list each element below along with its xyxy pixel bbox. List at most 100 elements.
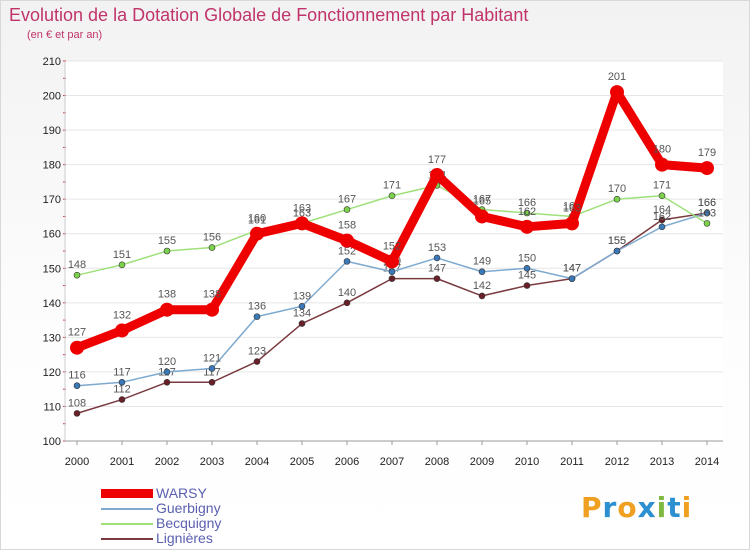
data-label: 155 <box>158 235 176 247</box>
data-label: 158 <box>338 220 356 232</box>
data-point <box>523 264 531 272</box>
proxiti-logo: Proxiti <box>581 491 692 524</box>
data-point <box>565 216 579 231</box>
data-label: 112 <box>113 384 131 396</box>
data-label: 162 <box>518 206 536 218</box>
data-label: 201 <box>608 71 626 83</box>
data-label: 147 <box>563 263 581 275</box>
data-point <box>658 192 666 200</box>
data-label: 147 <box>563 263 581 275</box>
data-point <box>253 358 261 365</box>
data-label: 123 <box>248 346 266 358</box>
data-point <box>658 223 666 231</box>
x-tick-label: 2001 <box>110 456 134 468</box>
data-label: 120 <box>158 356 176 368</box>
data-label: 171 <box>653 180 671 192</box>
data-point <box>343 299 351 307</box>
data-label: 180 <box>653 144 671 156</box>
data-point <box>298 302 306 310</box>
x-tick-label: 2013 <box>650 456 674 468</box>
data-point <box>118 378 126 386</box>
data-label: 165 <box>473 195 491 207</box>
x-tick-label: 2006 <box>335 456 359 468</box>
data-point <box>523 209 531 217</box>
data-point <box>610 85 624 100</box>
x-tick-label: 2008 <box>425 456 449 468</box>
data-label: 177 <box>428 154 446 166</box>
x-tick-label: 2002 <box>155 456 179 468</box>
data-point <box>520 219 534 234</box>
data-point <box>163 247 171 255</box>
y-tick-label: 200 <box>43 91 61 103</box>
y-tick-label: 190 <box>43 125 61 137</box>
y-tick-label: 140 <box>43 298 61 310</box>
logo-letter: i <box>681 491 693 524</box>
data-point <box>208 244 216 251</box>
y-tick-label: 160 <box>43 229 61 241</box>
data-label: 160 <box>248 213 266 225</box>
data-point <box>478 292 486 300</box>
data-point <box>433 254 441 262</box>
data-label: 108 <box>68 397 86 409</box>
data-point <box>613 195 621 203</box>
legend-label-guerbigny: Guerbigny <box>156 500 221 516</box>
data-label: 162 <box>653 211 671 223</box>
legend-label-lignieres: Lignières <box>156 530 213 546</box>
data-label: 132 <box>113 309 131 321</box>
chart-title: Evolution de la Dotation Globale de Fonc… <box>9 5 529 25</box>
data-label: 138 <box>203 289 221 301</box>
data-point <box>118 396 126 403</box>
data-point <box>295 216 309 231</box>
data-label: 153 <box>428 242 446 254</box>
data-label: 163 <box>698 207 716 219</box>
legend-swatch-becquigny <box>101 523 153 525</box>
logo-letter: i <box>656 491 668 524</box>
data-point <box>118 261 126 269</box>
data-point <box>208 365 216 372</box>
data-point <box>163 378 171 386</box>
legend-label-warsy: WARSY <box>156 485 207 501</box>
data-label: 121 <box>203 352 221 364</box>
logo-letter: r <box>602 491 618 524</box>
data-point <box>475 209 489 224</box>
x-tick-label: 2005 <box>290 456 314 468</box>
data-label: 163 <box>293 207 311 219</box>
data-point <box>70 340 84 355</box>
x-tick-label: 2011 <box>560 456 584 468</box>
data-point <box>658 216 666 224</box>
data-label: 167 <box>473 194 491 206</box>
data-label: 138 <box>158 289 176 301</box>
x-tick-label: 2004 <box>245 456 269 468</box>
chart-subtitle: (en € et par an) <box>27 29 103 41</box>
data-point <box>298 320 306 327</box>
legend-label-becquigny: Becquigny <box>156 515 222 531</box>
y-tick-label: 170 <box>43 194 61 206</box>
y-tick-label: 150 <box>43 263 61 275</box>
y-tick-label: 130 <box>43 332 61 344</box>
data-point <box>253 313 261 320</box>
logo-letter: P <box>581 491 603 524</box>
data-label: 151 <box>113 249 131 261</box>
data-label: 163 <box>563 202 581 214</box>
data-point <box>430 168 444 182</box>
data-label: 166 <box>698 197 716 209</box>
y-tick-label: 110 <box>43 401 61 413</box>
data-point <box>385 254 399 269</box>
data-label: 156 <box>203 232 221 244</box>
data-point <box>73 271 81 279</box>
data-label: 150 <box>518 252 536 264</box>
data-label: 167 <box>338 194 356 206</box>
data-label: 152 <box>383 240 401 252</box>
data-label: 139 <box>293 290 311 302</box>
legend-swatch-warsy <box>101 489 153 498</box>
data-point <box>388 275 396 282</box>
data-point <box>655 157 669 172</box>
data-point <box>73 410 81 417</box>
data-label: 134 <box>293 308 311 320</box>
data-label: 170 <box>608 183 626 195</box>
data-point <box>613 247 621 255</box>
data-point <box>523 282 531 289</box>
data-point <box>703 209 711 217</box>
y-tick-label: 180 <box>43 160 61 172</box>
